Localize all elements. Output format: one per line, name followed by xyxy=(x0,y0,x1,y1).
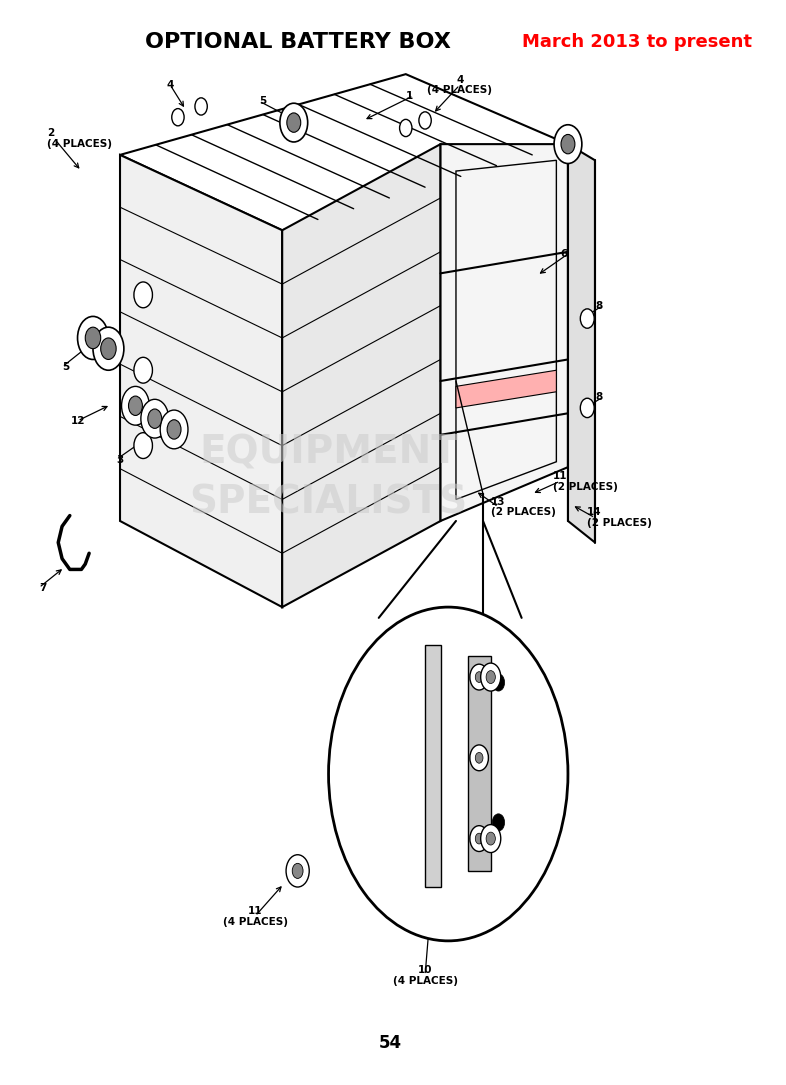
Circle shape xyxy=(134,433,152,459)
Polygon shape xyxy=(282,144,440,608)
Text: March 2013 to present: March 2013 to present xyxy=(523,33,752,51)
Circle shape xyxy=(492,674,505,691)
Circle shape xyxy=(399,119,412,137)
Polygon shape xyxy=(456,370,556,408)
Text: 5: 5 xyxy=(259,97,266,106)
Text: 2
(4 PLACES): 2 (4 PLACES) xyxy=(46,128,112,149)
Text: 5: 5 xyxy=(63,362,70,372)
Circle shape xyxy=(580,398,594,418)
Text: 1: 1 xyxy=(406,91,413,101)
Text: 13
(2 PLACES): 13 (2 PLACES) xyxy=(490,497,556,518)
Text: 11
(2 PLACES): 11 (2 PLACES) xyxy=(553,471,617,492)
Circle shape xyxy=(85,328,101,348)
Circle shape xyxy=(470,664,488,690)
Circle shape xyxy=(160,410,188,449)
Circle shape xyxy=(470,745,488,770)
Circle shape xyxy=(554,125,582,164)
Circle shape xyxy=(481,663,501,691)
Circle shape xyxy=(580,309,594,329)
Text: 8: 8 xyxy=(595,301,602,310)
Circle shape xyxy=(329,608,568,941)
Circle shape xyxy=(481,825,501,853)
Text: 11
(4 PLACES): 11 (4 PLACES) xyxy=(222,906,288,927)
Polygon shape xyxy=(425,644,440,888)
Text: EQUIPMENT
SPECIALISTS: EQUIPMENT SPECIALISTS xyxy=(189,434,468,522)
Circle shape xyxy=(280,103,307,142)
Text: 8: 8 xyxy=(595,392,602,403)
Circle shape xyxy=(486,832,495,845)
Circle shape xyxy=(470,826,488,852)
Text: 12: 12 xyxy=(71,416,85,425)
Circle shape xyxy=(101,337,116,359)
Circle shape xyxy=(492,814,505,831)
Text: 10
(4 PLACES): 10 (4 PLACES) xyxy=(392,965,457,985)
Circle shape xyxy=(561,135,575,154)
Text: 54: 54 xyxy=(379,1034,402,1052)
Text: 14
(2 PLACES): 14 (2 PLACES) xyxy=(587,508,652,528)
Circle shape xyxy=(167,420,181,439)
Circle shape xyxy=(486,671,495,684)
Circle shape xyxy=(292,864,303,879)
Polygon shape xyxy=(468,655,490,871)
Circle shape xyxy=(476,833,483,844)
Circle shape xyxy=(286,855,309,888)
Text: 3: 3 xyxy=(116,455,124,464)
Circle shape xyxy=(128,396,142,416)
Text: 4: 4 xyxy=(167,80,174,90)
Text: OPTIONAL BATTERY BOX: OPTIONAL BATTERY BOX xyxy=(145,31,450,52)
Circle shape xyxy=(419,112,432,129)
Text: 4
(4 PLACES): 4 (4 PLACES) xyxy=(428,75,492,95)
Circle shape xyxy=(476,672,483,682)
Circle shape xyxy=(195,98,208,115)
Circle shape xyxy=(93,328,124,370)
Polygon shape xyxy=(120,155,282,608)
Circle shape xyxy=(134,282,152,308)
Circle shape xyxy=(148,409,162,429)
Circle shape xyxy=(287,113,301,132)
Circle shape xyxy=(141,399,169,438)
Circle shape xyxy=(122,386,149,425)
Circle shape xyxy=(78,317,108,359)
Polygon shape xyxy=(440,144,568,521)
Text: 6: 6 xyxy=(560,248,567,259)
Text: 9: 9 xyxy=(433,611,440,621)
Circle shape xyxy=(134,357,152,383)
Circle shape xyxy=(172,108,184,126)
Text: 7: 7 xyxy=(39,583,46,592)
Polygon shape xyxy=(568,144,595,542)
Circle shape xyxy=(476,753,483,763)
